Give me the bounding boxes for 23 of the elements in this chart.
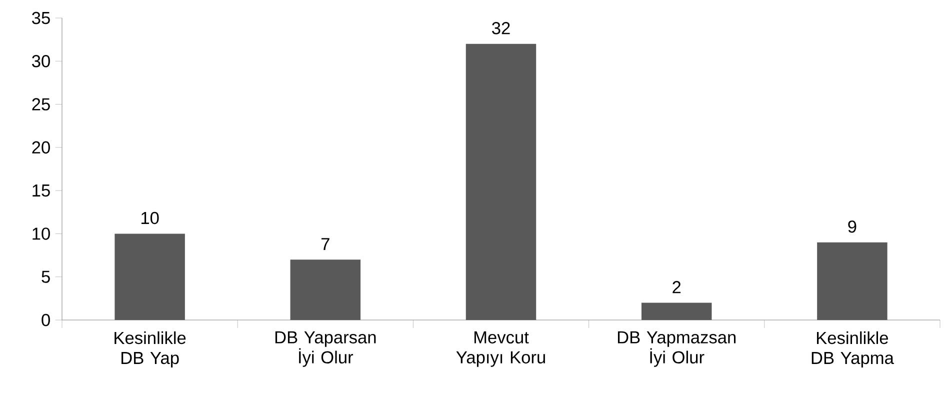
data-label: 7 [321, 238, 330, 250]
y-tick-label: 30 [32, 55, 50, 68]
y-tick-label: 15 [32, 184, 50, 197]
x-tick-label: Kesinlikle DB Yap [114, 331, 186, 368]
data-label: 10 [141, 212, 159, 224]
x-tick-label: DB Yaparsan İyi Olur [275, 331, 376, 367]
bar [817, 242, 888, 320]
data-label: 32 [492, 22, 510, 34]
y-tick-label: 20 [32, 141, 50, 154]
data-label: 9 [848, 220, 856, 233]
x-tick-label: Mevcut Yapıyı Koru [456, 331, 545, 367]
bar [466, 44, 536, 320]
bar [641, 302, 712, 320]
y-tick-label: 0 [42, 314, 50, 326]
y-tick-label: 10 [32, 228, 50, 240]
bar [290, 260, 361, 320]
y-tick-label: 35 [32, 12, 50, 24]
data-label: 2 [672, 281, 681, 294]
bar [114, 234, 185, 320]
y-tick-label: 5 [42, 270, 50, 283]
y-tick-label: 25 [32, 98, 50, 110]
x-tick-label: Kesinlikle DB Yapma [812, 331, 894, 368]
x-tick-label: DB Yapmazsan İyi Olur [618, 331, 736, 367]
